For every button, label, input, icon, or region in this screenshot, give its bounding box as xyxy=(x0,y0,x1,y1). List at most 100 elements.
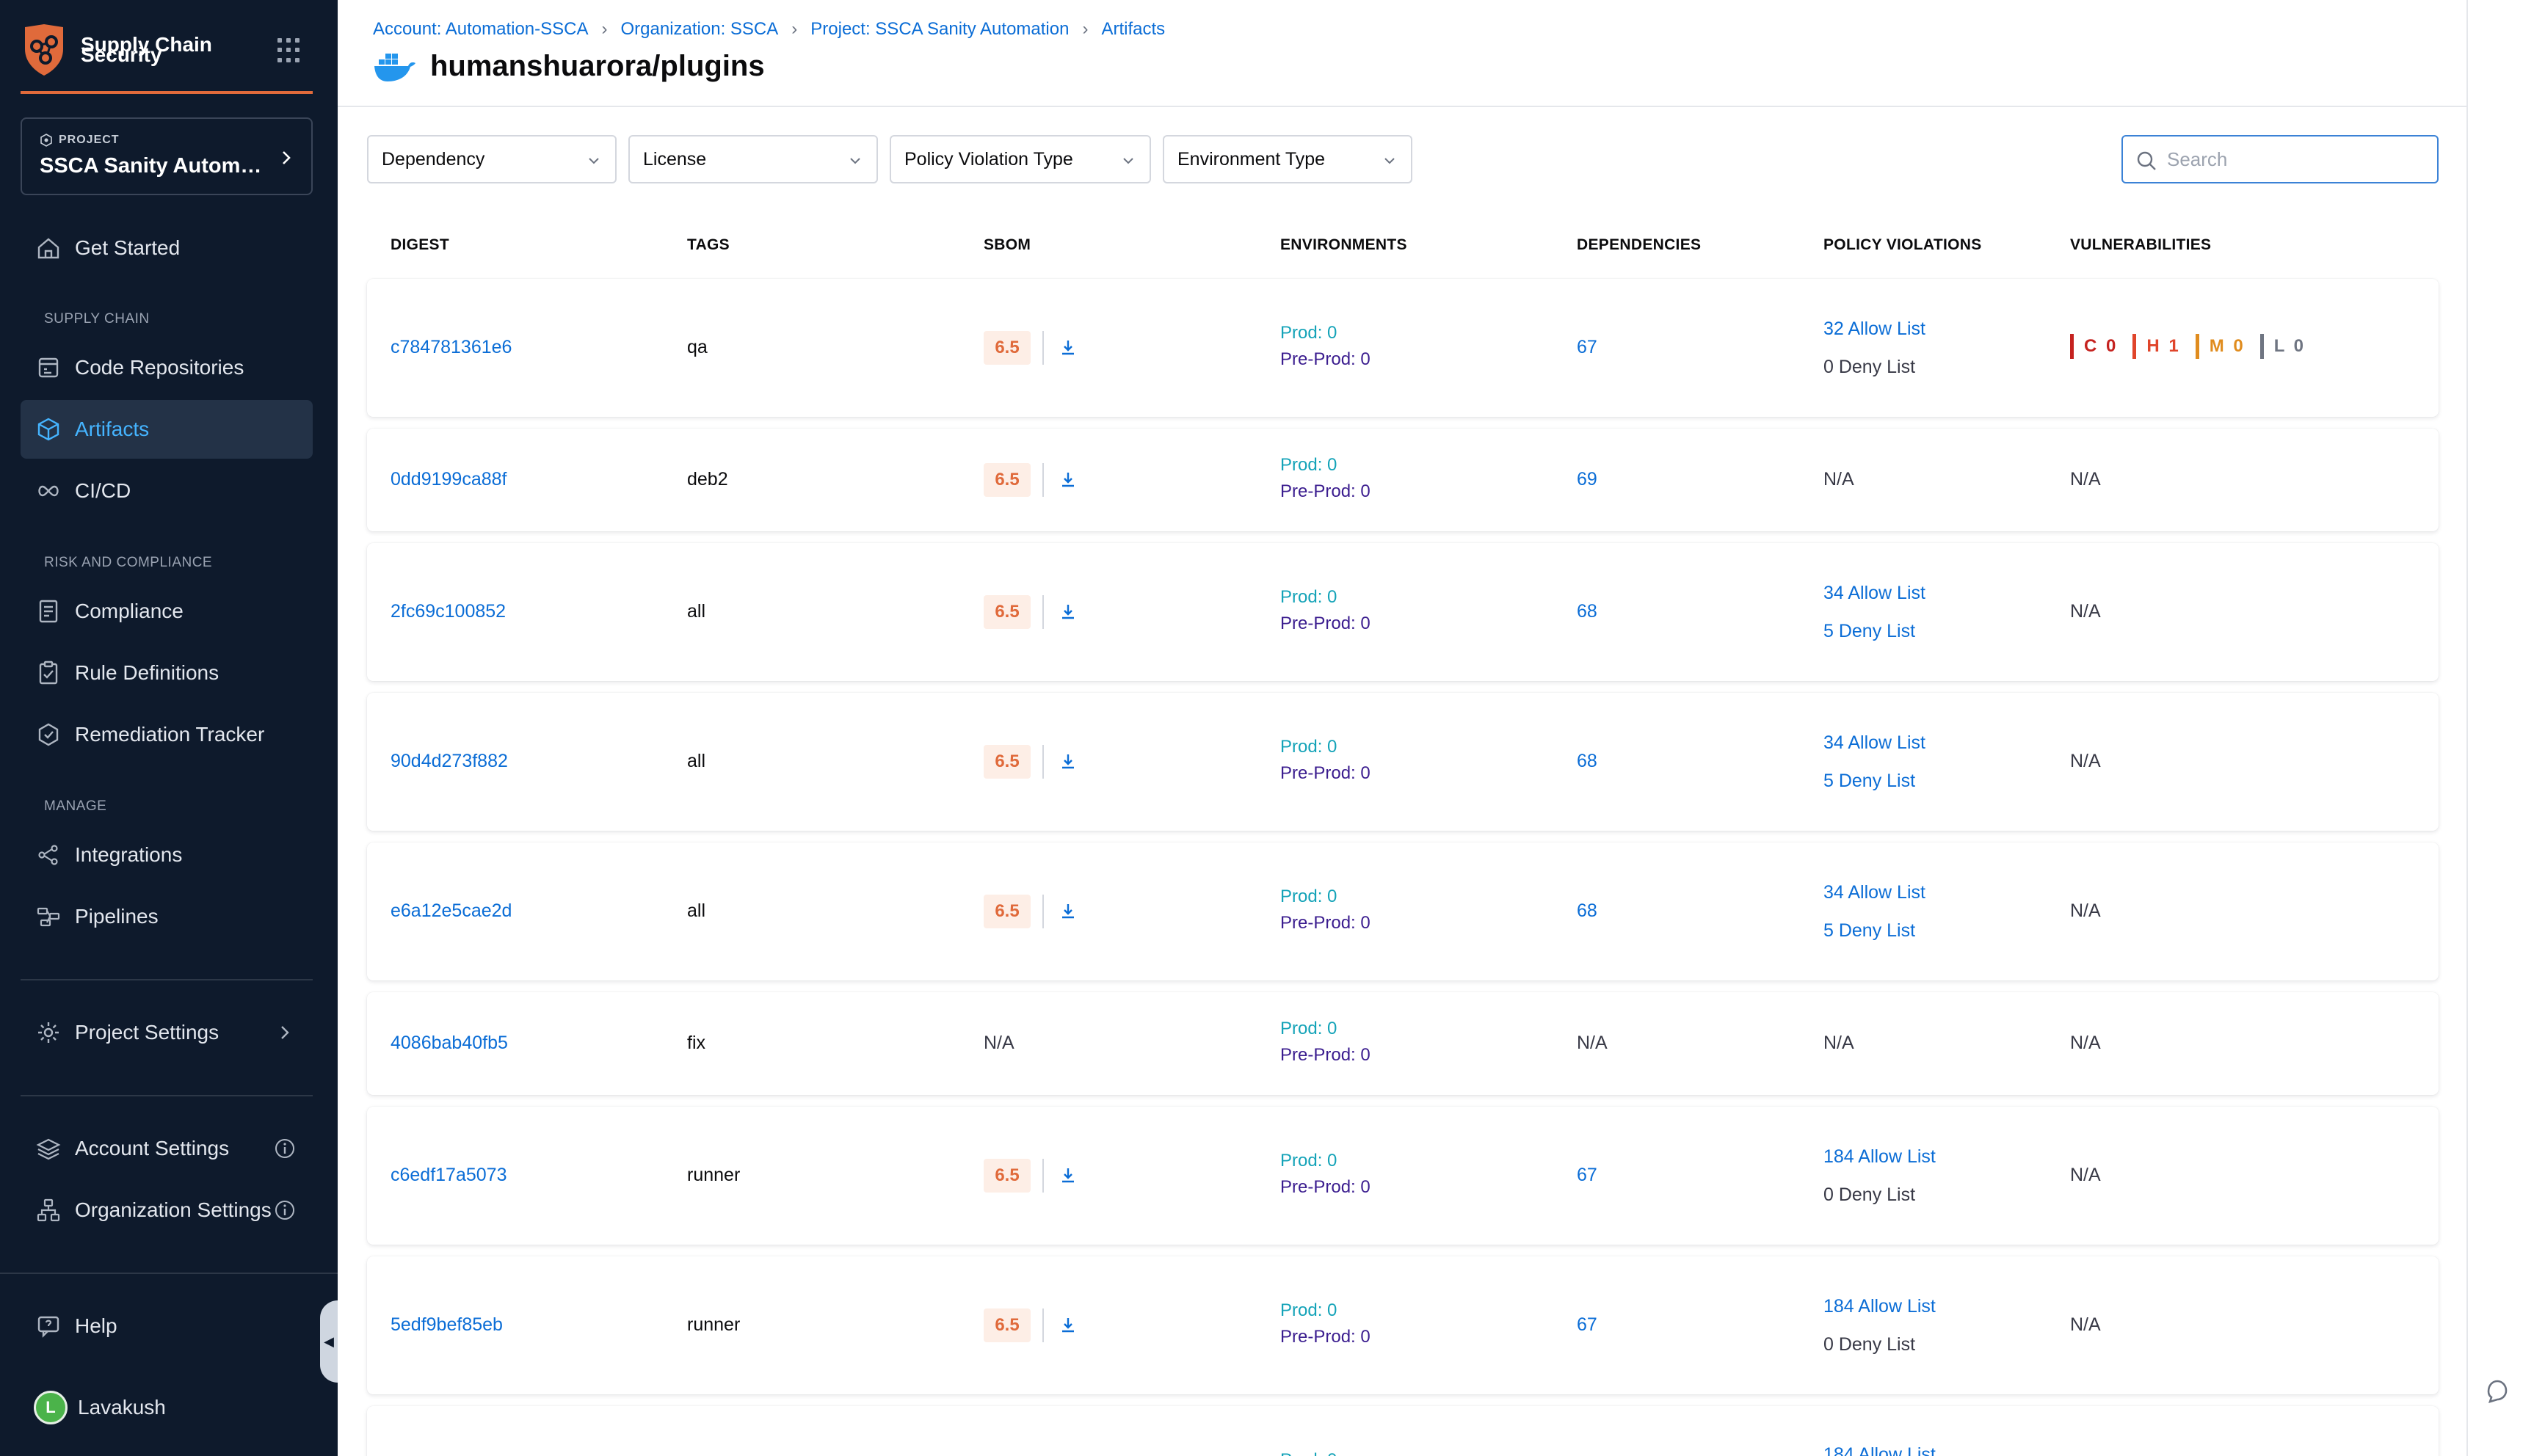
table-row[interactable]: 4086bab40fb5 fix N/A Prod: 0 Pre-Prod: 0… xyxy=(367,992,2439,1095)
info-icon[interactable] xyxy=(273,1198,297,1222)
sbom-score-badge[interactable]: 6.5 xyxy=(984,331,1031,365)
deny-list-link[interactable]: 5 Deny List xyxy=(1823,920,1916,941)
allow-list-link[interactable]: 34 Allow List xyxy=(1823,583,1925,603)
table-row[interactable]: 90d4d273f882 all 6.5 Prod: 0 Pre-Prod: 0… xyxy=(367,693,2439,831)
download-icon[interactable] xyxy=(1059,603,1078,622)
collapse-sidebar-button[interactable]: ◀ xyxy=(320,1300,338,1383)
download-icon[interactable] xyxy=(1059,752,1078,771)
sidebar-item-label: Code Repositories xyxy=(75,356,244,379)
environment-type-filter[interactable]: Environment Type xyxy=(1163,135,1412,183)
sidebar-item-compliance[interactable]: Compliance xyxy=(21,582,313,641)
chevron-down-icon xyxy=(850,158,860,164)
allow-list-link[interactable]: 184 Allow List xyxy=(1823,1146,1936,1167)
dependencies-count-link[interactable]: 67 xyxy=(1577,337,1597,357)
digest-link[interactable]: 5edf9bef85eb xyxy=(391,1314,503,1335)
digest-link[interactable]: 4086bab40fb5 xyxy=(391,1033,508,1053)
sbom-score-badge[interactable]: 6.5 xyxy=(984,1159,1031,1193)
pipeline-icon xyxy=(34,902,63,931)
download-icon[interactable] xyxy=(1059,470,1078,489)
table-row[interactable]: 0dd9199ca88f deb2 6.5 Prod: 0 Pre-Prod: … xyxy=(367,429,2439,531)
sidebar-item-account-settings[interactable]: Account Settings xyxy=(21,1119,313,1178)
info-icon[interactable] xyxy=(273,1137,297,1160)
dependency-filter[interactable]: Dependency xyxy=(367,135,617,183)
deny-list-link[interactable]: 5 Deny List xyxy=(1823,771,1916,791)
column-header-digest[interactable]: DIGEST xyxy=(391,236,449,253)
download-icon[interactable] xyxy=(1059,338,1078,357)
download-icon[interactable] xyxy=(1059,1316,1078,1335)
page-header: humanshuarora/plugins xyxy=(373,50,765,83)
dependencies-count-link[interactable]: 68 xyxy=(1577,900,1597,921)
breadcrumb-account[interactable]: Account: Automation-SSCA xyxy=(373,19,589,39)
table-row[interactable]: 5edf9bef85eb runner 6.5 Prod: 0 Pre-Prod… xyxy=(367,1256,2439,1394)
column-header-policy-violations[interactable]: POLICY VIOLATIONS xyxy=(1823,236,1982,253)
dependencies-count-link[interactable]: 68 xyxy=(1577,751,1597,771)
download-icon[interactable] xyxy=(1059,1166,1078,1185)
allow-list-link[interactable]: 184 Allow List xyxy=(1823,1444,1936,1456)
table-row[interactable]: 2fc69c100852 all 6.5 Prod: 0 Pre-Prod: 0… xyxy=(367,543,2439,681)
download-icon[interactable] xyxy=(1059,902,1078,921)
sbom-score-badge[interactable]: 6.5 xyxy=(984,595,1031,629)
sidebar-footer xyxy=(0,1273,338,1456)
chevron-right-icon xyxy=(281,1026,289,1039)
tag-value: fix xyxy=(687,1033,705,1053)
module-brand[interactable]: Supply Chain Security xyxy=(21,23,313,94)
allow-list-link[interactable]: 34 Allow List xyxy=(1823,732,1925,753)
dependencies-count-link[interactable]: 68 xyxy=(1577,601,1597,622)
deny-list-count: 0 Deny List xyxy=(1823,1184,1916,1205)
license-filter[interactable]: License xyxy=(628,135,878,183)
sidebar-item-rule-definitions[interactable]: Rule Definitions xyxy=(21,644,313,702)
column-header-environments[interactable]: ENVIRONMENTS xyxy=(1280,236,1407,253)
digest-link[interactable]: c784781361e6 xyxy=(391,337,512,357)
dependencies-count-link[interactable]: 69 xyxy=(1577,469,1597,489)
sidebar-item-project-settings[interactable]: Project Settings xyxy=(21,1003,313,1062)
search-placeholder: Search xyxy=(2167,148,2228,170)
sidebar-item-cicd[interactable]: CI/CD xyxy=(21,462,313,520)
env-prod-count: Prod: 0 xyxy=(1280,323,1337,343)
chevron-down-icon xyxy=(589,158,599,164)
user-profile[interactable]: L Lavakush xyxy=(21,1378,313,1437)
digest-link[interactable]: e6a12e5cae2d xyxy=(391,900,512,921)
table-row[interactable]: Prod: 0 184 Allow List xyxy=(367,1406,2439,1456)
dependencies-count-link[interactable]: 67 xyxy=(1577,1314,1597,1335)
sbom-score-badge[interactable]: 6.5 xyxy=(984,1308,1031,1342)
tag-value: deb2 xyxy=(687,469,728,489)
app-switcher-grid-icon[interactable] xyxy=(277,38,302,63)
column-header-vulnerabilities[interactable]: VULNERABILITIES xyxy=(2070,236,2212,253)
table-row[interactable]: c784781361e6 qa 6.5 Prod: 0 Pre-Prod: 0 … xyxy=(367,279,2439,417)
vulnerability-summary[interactable]: C 0 H 1 M 0 L 0 xyxy=(2070,334,2306,359)
digest-link[interactable]: 0dd9199ca88f xyxy=(391,469,507,489)
vulnerabilities-na: N/A xyxy=(2070,601,2101,622)
sidebar-item-integrations[interactable]: Integrations xyxy=(21,826,313,884)
deny-list-link[interactable]: 5 Deny List xyxy=(1823,621,1916,641)
digest-link[interactable]: 2fc69c100852 xyxy=(391,601,507,622)
table-row[interactable]: e6a12e5cae2d all 6.5 Prod: 0 Pre-Prod: 0… xyxy=(367,842,2439,980)
sidebar-item-artifacts[interactable]: Artifacts xyxy=(21,400,313,459)
allow-list-link[interactable]: 34 Allow List xyxy=(1823,882,1925,903)
dependencies-count-link[interactable]: 67 xyxy=(1577,1165,1597,1185)
sbom-score-badge[interactable]: 6.5 xyxy=(984,745,1031,779)
policy-violation-type-filter[interactable]: Policy Violation Type xyxy=(890,135,1151,183)
allow-list-link[interactable]: 32 Allow List xyxy=(1823,318,1925,339)
table-row[interactable]: c6edf17a5073 runner 6.5 Prod: 0 Pre-Prod… xyxy=(367,1107,2439,1245)
sidebar-item-organization-settings[interactable]: Organization Settings xyxy=(21,1181,313,1240)
support-chat-icon[interactable] xyxy=(2481,1375,2513,1408)
sidebar-item-remediation-tracker[interactable]: Remediation Tracker xyxy=(21,705,313,764)
sidebar-item-get-started[interactable]: Get Started xyxy=(21,219,313,277)
sbom-score-badge[interactable]: 6.5 xyxy=(984,463,1031,497)
sidebar-item-help[interactable]: Help xyxy=(21,1297,313,1355)
digest-link[interactable]: c6edf17a5073 xyxy=(391,1165,507,1185)
sidebar-item-pipelines[interactable]: Pipelines xyxy=(21,887,313,946)
breadcrumb-project[interactable]: Project: SSCA Sanity Automation xyxy=(810,19,1070,39)
env-preprod-count: Pre-Prod: 0 xyxy=(1280,614,1371,633)
column-header-sbom[interactable]: SBOM xyxy=(984,236,1031,253)
sbom-score-badge[interactable]: 6.5 xyxy=(984,895,1031,928)
breadcrumb-artifacts[interactable]: Artifacts xyxy=(1101,19,1166,39)
column-header-dependencies[interactable]: DEPENDENCIES xyxy=(1577,236,1702,253)
allow-list-link[interactable]: 184 Allow List xyxy=(1823,1296,1936,1317)
digest-link[interactable]: 90d4d273f882 xyxy=(391,751,508,771)
sidebar-item-code-repositories[interactable]: Code Repositories xyxy=(21,338,313,397)
search-input[interactable]: Search xyxy=(2121,135,2439,183)
breadcrumb-organization[interactable]: Organization: SSCA xyxy=(620,19,779,39)
column-header-tags[interactable]: TAGS xyxy=(687,236,730,253)
project-selector[interactable]: PROJECT SSCA Sanity Automat... xyxy=(21,117,313,195)
